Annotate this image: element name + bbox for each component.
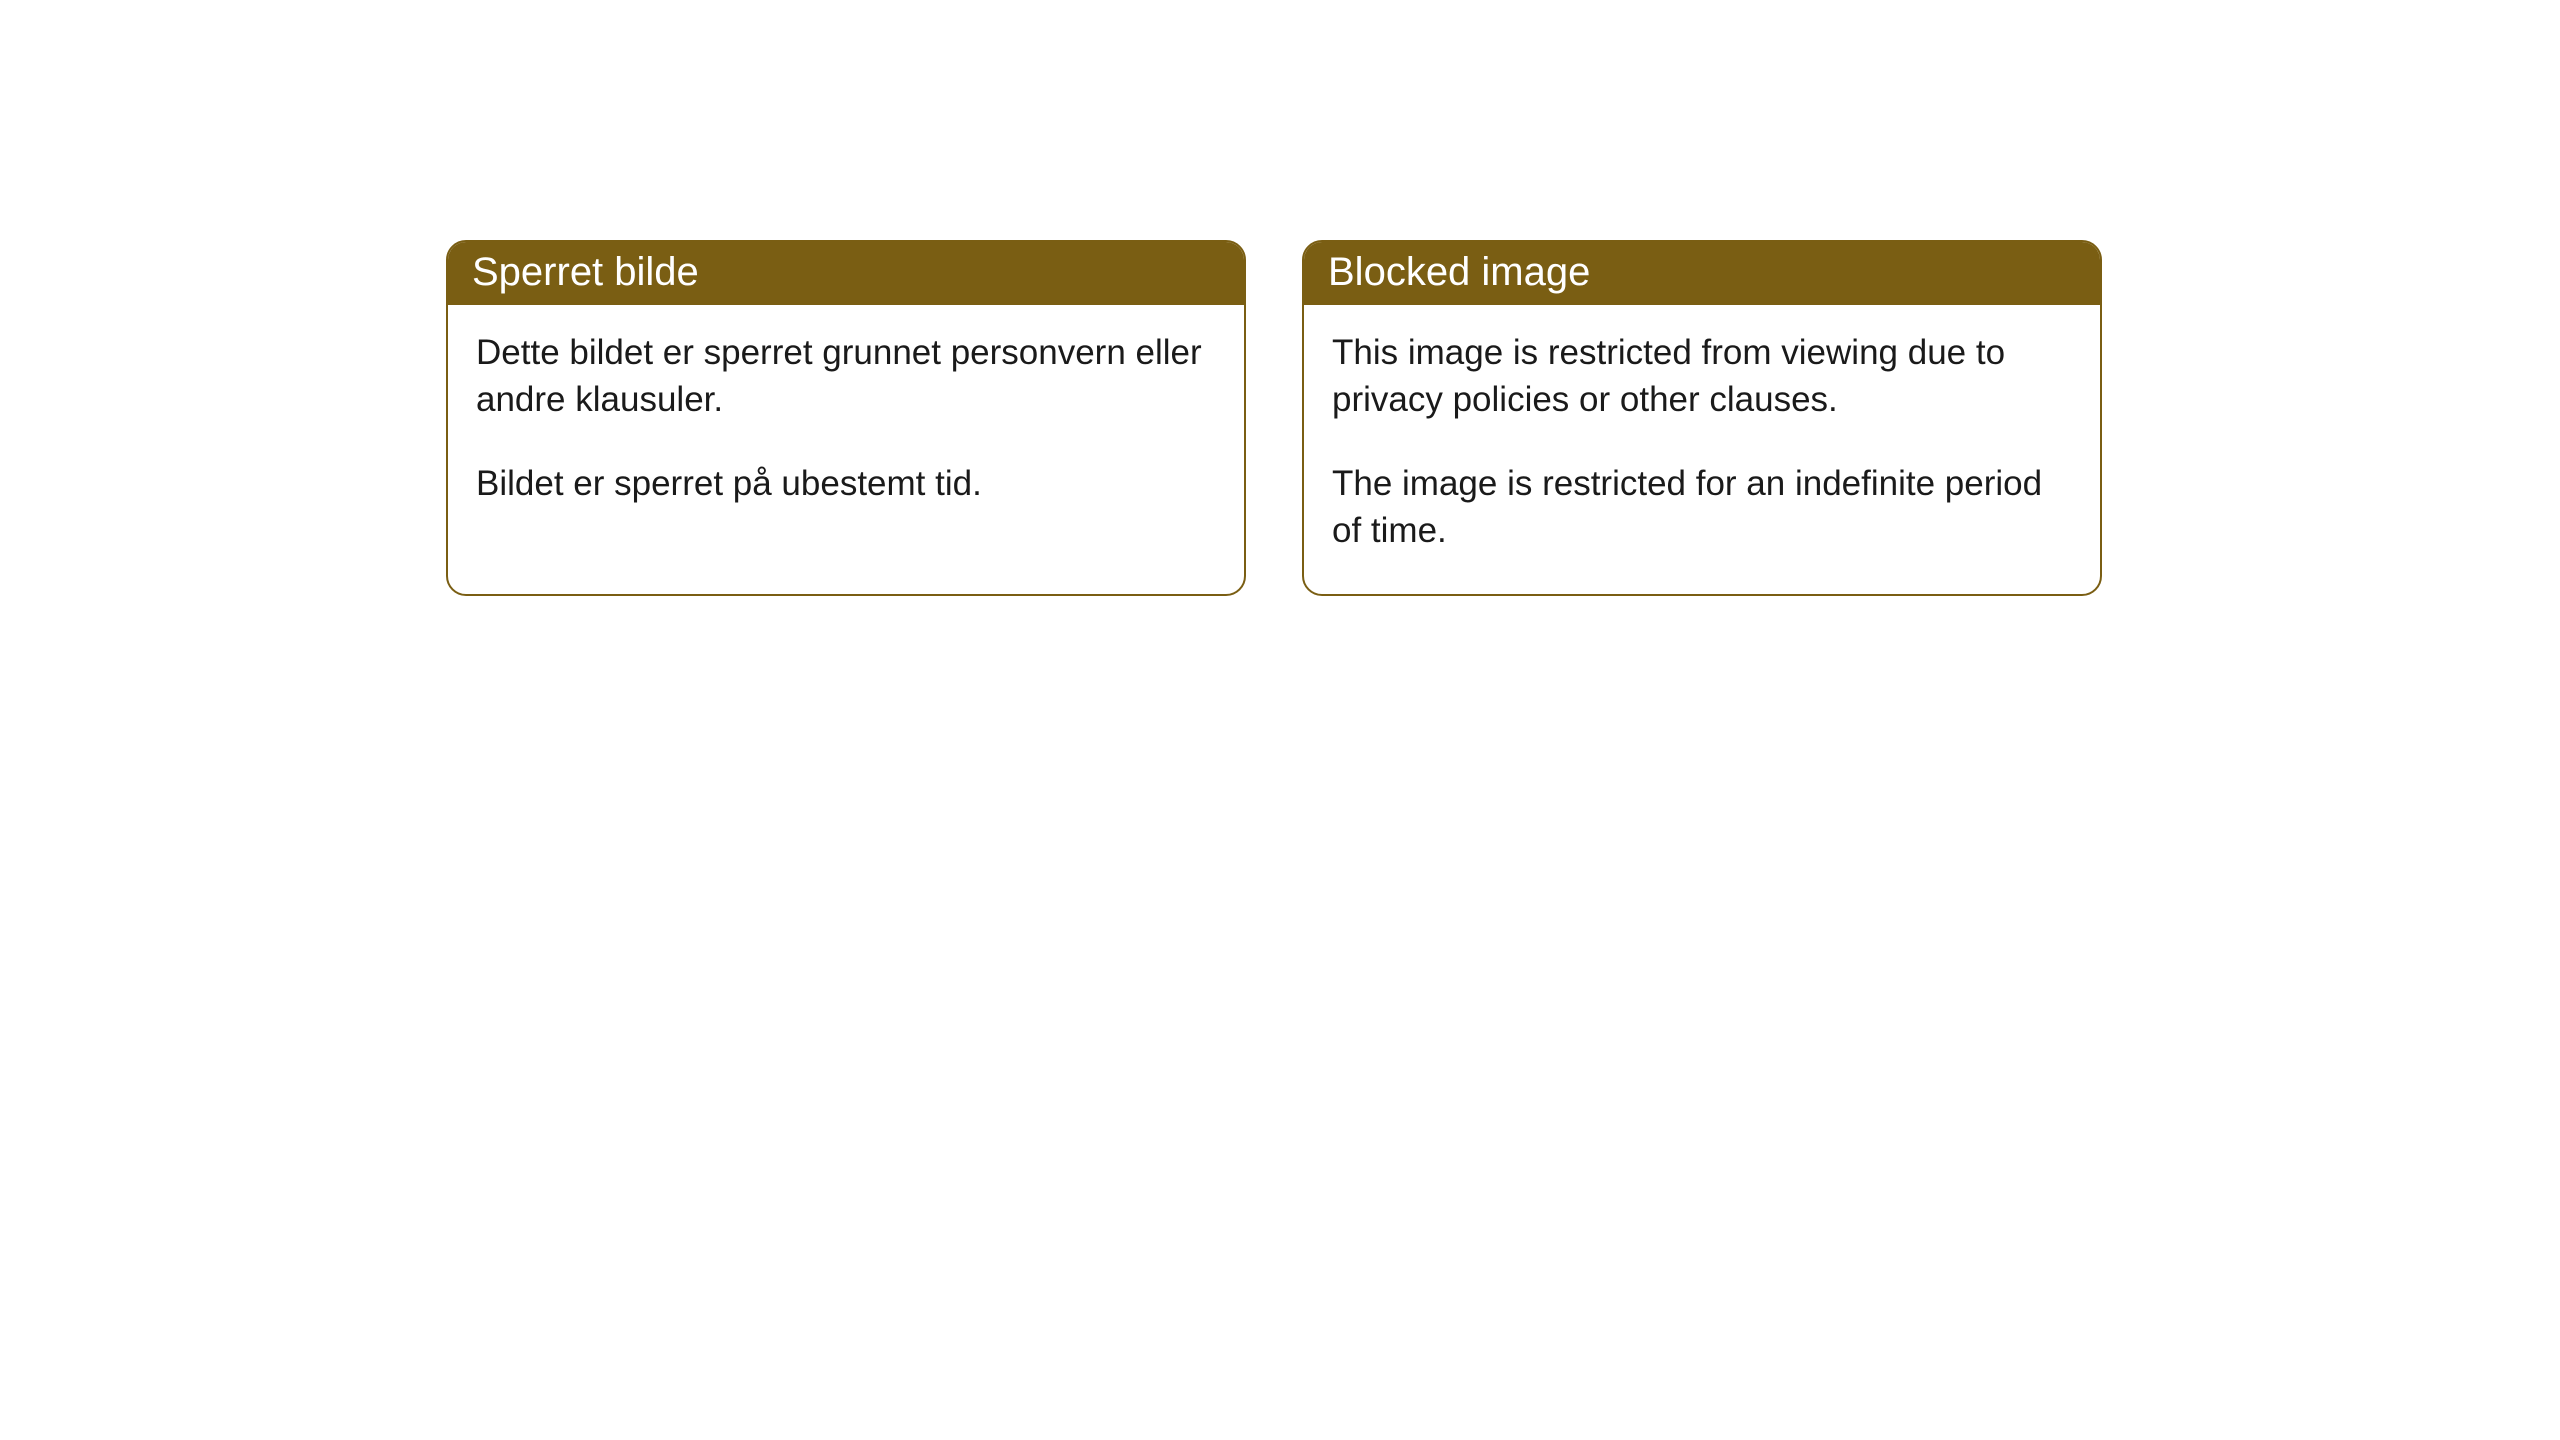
- notice-text-line-1: Dette bildet er sperret grunnet personve…: [476, 329, 1216, 424]
- notice-card-english: Blocked image This image is restricted f…: [1302, 240, 2102, 596]
- notice-body-norwegian: Dette bildet er sperret grunnet personve…: [448, 305, 1244, 547]
- notice-text-line-2: The image is restricted for an indefinit…: [1332, 460, 2072, 555]
- notice-header-english: Blocked image: [1304, 242, 2100, 305]
- notice-text-line-1: This image is restricted from viewing du…: [1332, 329, 2072, 424]
- notice-header-norwegian: Sperret bilde: [448, 242, 1244, 305]
- notice-card-norwegian: Sperret bilde Dette bildet er sperret gr…: [446, 240, 1246, 596]
- notice-body-english: This image is restricted from viewing du…: [1304, 305, 2100, 594]
- notice-cards-container: Sperret bilde Dette bildet er sperret gr…: [446, 240, 2102, 596]
- notice-text-line-2: Bildet er sperret på ubestemt tid.: [476, 460, 1216, 507]
